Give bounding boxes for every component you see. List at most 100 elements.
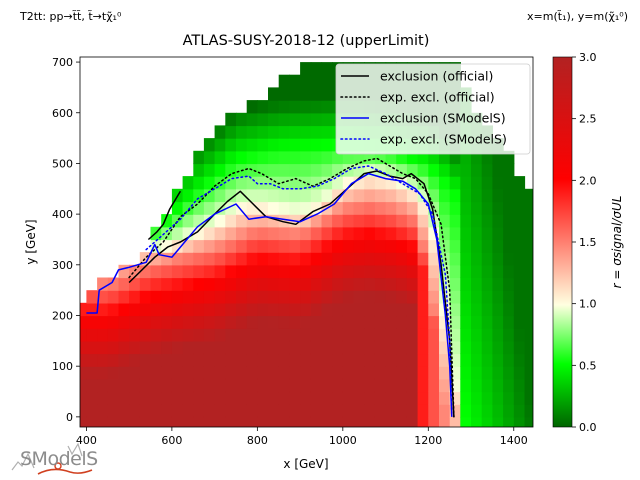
heatmap-cell — [289, 74, 301, 88]
heatmap-cell — [129, 264, 141, 279]
heatmap-cell — [268, 378, 280, 393]
heatmap-cell — [428, 366, 440, 380]
heatmap-cell — [449, 214, 461, 228]
heatmap-cell — [449, 201, 461, 215]
heatmap-cell — [236, 252, 248, 266]
heatmap-cell — [118, 315, 130, 329]
heatmap-cell — [193, 404, 205, 418]
heatmap-cell — [471, 302, 483, 317]
heatmap-cell — [342, 201, 355, 215]
heatmap-cell — [321, 404, 333, 418]
heatmap-cell — [257, 138, 269, 152]
heatmap-cell — [193, 353, 205, 367]
heatmap-cell — [492, 214, 504, 228]
heatmap-cell — [225, 264, 237, 279]
heatmap-cell — [225, 150, 237, 165]
heatmap-cell — [428, 252, 440, 266]
heatmap-cell — [385, 150, 397, 165]
heatmap-cell — [86, 366, 98, 380]
heatmap-cell — [139, 315, 152, 329]
heatmap-cell — [449, 150, 461, 165]
heatmap-cell — [492, 264, 504, 279]
heatmap-cell — [257, 112, 269, 127]
y-tick-label: 100 — [52, 360, 73, 373]
legend-label: exp. excl. (SModelS) — [380, 132, 507, 147]
heatmap-cell — [342, 264, 355, 279]
heatmap-cell — [97, 277, 109, 291]
heatmap-cell — [139, 378, 152, 393]
heatmap-cell — [289, 391, 301, 405]
series-line — [86, 172, 453, 417]
heatmap-cell — [332, 290, 344, 304]
heatmap-cell — [428, 188, 440, 203]
heatmap-cell — [353, 150, 365, 165]
heatmap-cell — [385, 290, 397, 304]
heatmap-cell — [503, 353, 515, 367]
heatmap-cell — [332, 226, 344, 241]
heatmap-cell — [278, 340, 290, 355]
heatmap-cell — [118, 290, 130, 304]
heatmap-cell — [171, 252, 184, 266]
heatmap-cell — [385, 340, 397, 355]
heatmap-cell — [139, 404, 152, 418]
x-tick-label: 400 — [76, 434, 97, 447]
heatmap-cell — [203, 226, 216, 241]
heatmap-cell — [385, 302, 397, 317]
chart-title: ATLAS-SUSY-2018-12 (upperLimit) — [182, 33, 430, 49]
heatmap-cell — [321, 302, 333, 317]
heatmap-cell — [439, 340, 451, 355]
heatmap-cell — [385, 163, 397, 177]
heatmap-cell — [492, 150, 504, 165]
heatmap-cell — [396, 404, 408, 418]
heatmap-cell — [86, 404, 98, 418]
colorbar-label: r = σsignal/σUL — [610, 196, 624, 289]
heatmap-cell — [300, 391, 312, 405]
heatmap-cell — [278, 112, 290, 127]
heatmap-cell — [481, 404, 493, 418]
heatmap-cell — [385, 328, 397, 342]
heatmap-cell — [300, 302, 312, 317]
heatmap-cell — [289, 264, 301, 279]
heatmap-cell — [193, 188, 205, 203]
heatmap-cell — [97, 290, 109, 304]
heatmap-cell — [118, 391, 130, 405]
heatmap-cell — [471, 391, 483, 405]
process-label: T2tt: pp→t̃t̃, t̃→tχ̃₁⁰ — [20, 10, 122, 23]
heatmap-cell — [161, 302, 173, 317]
heatmap-cell — [278, 150, 290, 165]
heatmap-cell — [364, 176, 376, 190]
heatmap-cell — [364, 214, 376, 228]
heatmap-cell — [342, 252, 355, 266]
heatmap-cell — [80, 391, 87, 405]
heatmap-cell — [417, 239, 429, 253]
heatmap-cell — [460, 252, 472, 266]
heatmap-cell — [449, 404, 461, 418]
heatmap-cell — [246, 353, 258, 367]
heatmap-cell — [118, 302, 130, 317]
heatmap-cell — [86, 391, 98, 405]
heatmap-cell — [97, 404, 109, 418]
heatmap-cell — [300, 378, 312, 393]
y-tick-label: 300 — [52, 259, 73, 272]
heatmap-cell — [161, 416, 173, 427]
heatmap-cell — [161, 404, 173, 418]
heatmap-cell — [332, 176, 344, 190]
heatmap-cell — [225, 112, 237, 127]
x-tick-label: 600 — [161, 434, 182, 447]
heatmap-cell — [396, 150, 408, 165]
heatmap-cell — [374, 226, 387, 241]
heatmap-cell — [460, 302, 472, 317]
heatmap-cell — [503, 163, 515, 177]
heatmap-cell — [460, 277, 472, 291]
heatmap-cell — [342, 277, 355, 291]
heatmap-cell — [193, 290, 205, 304]
heatmap-cell — [471, 290, 483, 304]
heatmap-cell — [257, 391, 269, 405]
heatmap-cell — [310, 112, 323, 127]
heatmap-cell — [171, 328, 184, 342]
heatmap-cell — [310, 416, 323, 427]
heatmap-cell — [406, 416, 419, 427]
heatmap-cell — [139, 340, 152, 355]
heatmap-cell — [278, 277, 290, 291]
heatmap-cell — [278, 138, 290, 152]
